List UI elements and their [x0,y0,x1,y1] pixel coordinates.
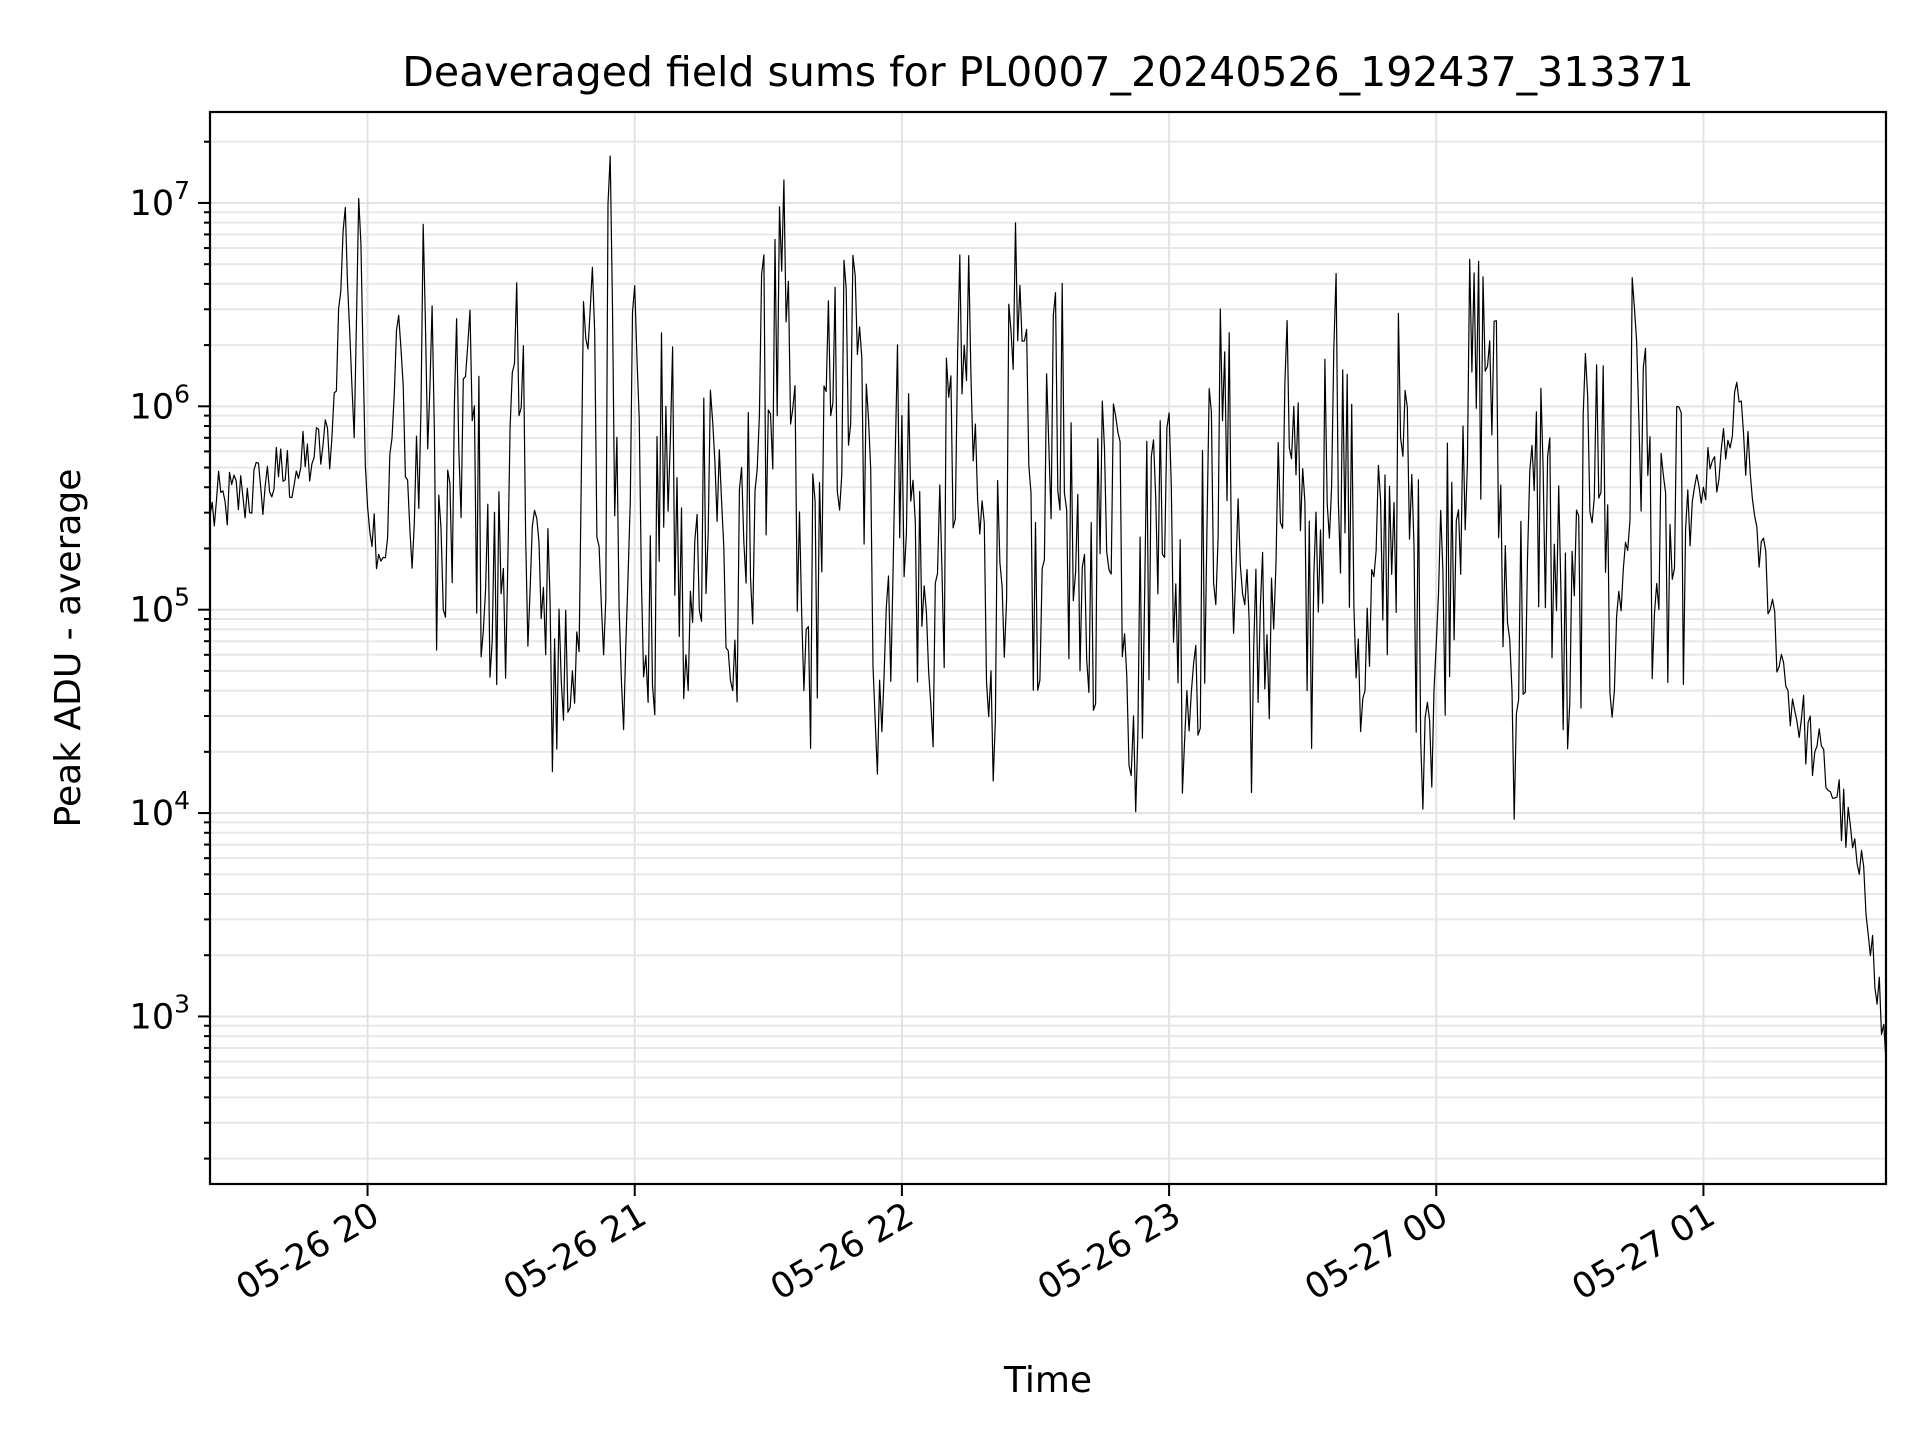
y-tick-base: 10 [130,997,175,1037]
x-tick-label: 05-27 00 [1298,1195,1454,1308]
plot-frame [208,110,1888,1186]
y-tick-base: 10 [130,184,175,224]
x-tick-label: 05-26 21 [497,1195,653,1308]
x-tick-label: 05-27 01 [1566,1195,1722,1308]
x-tick-label: 05-26 23 [1031,1195,1187,1308]
x-tick-label: 05-26 20 [230,1195,386,1308]
y-tick-base: 10 [130,591,175,631]
x-axis-label: Time [1003,1360,1092,1401]
y-tick-base: 10 [130,794,175,834]
y-tick-exponent: 4 [174,786,190,815]
y-tick-label: 106 [130,379,190,427]
series-line [209,155,1887,1062]
x-tick-label: 05-26 22 [764,1195,920,1308]
y-tick-base: 10 [130,387,175,427]
grid [210,112,1886,1184]
chart-title: Deaveraged field sums for PL0007_2024052… [402,48,1693,96]
y-tick-label: 107 [130,176,190,224]
y-tick-exponent: 5 [174,583,190,612]
y-axis-label: Peak ADU - average [48,469,89,828]
series-layer [209,155,1887,1062]
x-axis-ticks: 05-26 20 05-26 21 05-26 22 05-26 23 05-27 00… [230,1184,1722,1308]
y-tick-label: 103 [130,989,190,1037]
y-tick-exponent: 7 [174,176,190,205]
y-tick-label: 105 [130,583,190,631]
y-tick-exponent: 3 [174,989,190,1018]
y-tick-label: 104 [130,786,190,834]
y-tick-exponent: 6 [174,379,190,408]
